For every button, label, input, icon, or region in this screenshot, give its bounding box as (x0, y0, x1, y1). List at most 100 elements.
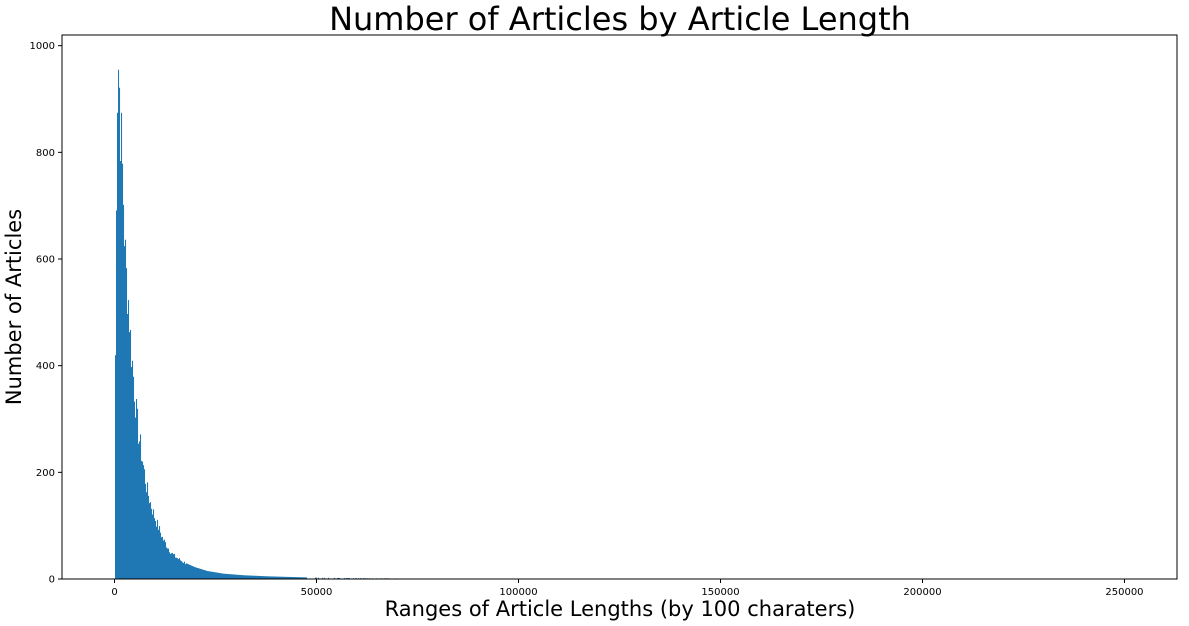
histogram-bar (236, 574, 238, 579)
histogram-bar (165, 542, 167, 579)
histogram-bar (153, 509, 155, 579)
histogram-bar (215, 572, 217, 579)
histogram-bar (297, 577, 299, 579)
histogram-bar (258, 575, 260, 579)
histogram-bar (322, 577, 324, 579)
histogram-bar (154, 518, 156, 579)
histogram-bar (276, 576, 278, 579)
histogram-bar (264, 576, 266, 579)
histogram-bar (118, 69, 120, 580)
histogram-bar (172, 552, 174, 579)
histogram-bar (181, 561, 183, 579)
histogram-bar (207, 571, 209, 579)
histogram-bar (130, 329, 132, 579)
histogram-bar (145, 483, 147, 579)
histogram-bar (133, 376, 135, 579)
histogram-bar (124, 246, 126, 579)
histogram-bar (240, 575, 242, 579)
histogram-bar (156, 526, 158, 579)
histogram-bar (220, 573, 222, 579)
histogram-bar (292, 577, 294, 579)
histogram-bar (155, 521, 157, 579)
histogram-bar (303, 577, 305, 579)
histogram-bar (305, 577, 307, 579)
histogram-bar (304, 577, 306, 579)
histogram-bar (254, 575, 256, 579)
histogram-bar (192, 566, 194, 579)
histogram-bar (147, 482, 149, 579)
histogram-bar (182, 562, 184, 579)
histogram-bar (212, 571, 214, 579)
histogram-bar (162, 536, 164, 579)
histogram-bar (180, 560, 182, 579)
histogram-bar (166, 547, 168, 579)
histogram-bar (286, 576, 288, 579)
histogram-bar (235, 574, 237, 579)
histogram-bar (131, 367, 133, 579)
histogram-bar (199, 568, 201, 579)
histogram-bar (242, 575, 244, 579)
histogram-bar (244, 575, 246, 579)
histogram-bar (267, 576, 269, 579)
histogram-bar (204, 570, 206, 579)
plot-frame (61, 34, 1178, 580)
histogram-bar (127, 313, 129, 579)
histogram-bar (157, 519, 159, 579)
histogram-bar (226, 573, 228, 579)
histogram-bar (306, 577, 308, 579)
histogram-bar (173, 554, 175, 579)
histogram-bar (169, 552, 171, 579)
histogram-bar (256, 575, 258, 579)
histogram-bar (194, 566, 196, 579)
histogram-bar (123, 204, 125, 579)
histogram-bar (126, 268, 128, 579)
y-axis-ticks: 0 200 400 600 800 1000 (30, 41, 62, 586)
histogram-bar (202, 569, 204, 579)
histogram-bar (171, 553, 173, 579)
histogram-bar (167, 548, 169, 579)
histogram-bar (328, 577, 330, 579)
y-tick-label: 1000 (30, 41, 55, 52)
histogram-bar (279, 576, 281, 579)
x-tick-label: 250000 (1105, 587, 1143, 598)
histogram-bar (174, 553, 176, 579)
histogram-bar (178, 559, 180, 579)
histogram-bar (122, 163, 124, 579)
histogram-bar (271, 576, 273, 579)
histogram-bar (230, 574, 232, 579)
histogram-bar (339, 577, 341, 579)
histogram-bar (231, 574, 233, 579)
histogram-bar (261, 576, 263, 579)
histogram-bar (209, 571, 211, 579)
histogram-bar (159, 525, 161, 579)
histogram-bar (132, 360, 134, 579)
histogram-bar (287, 576, 289, 579)
histogram-bar (315, 577, 317, 579)
histogram-bar (200, 568, 202, 579)
histogram-bar (290, 576, 292, 579)
histogram-bar (270, 576, 272, 579)
histogram-bar (134, 401, 136, 579)
histogram-bar (275, 576, 277, 579)
histogram-bar (205, 570, 207, 579)
histogram-bar (211, 571, 213, 579)
histogram-bar (139, 441, 141, 579)
x-axis-label: Ranges of Article Lengths (by 100 charat… (385, 597, 856, 621)
histogram-bar (318, 577, 320, 579)
histogram-bar (224, 573, 226, 579)
histogram-bar (203, 569, 205, 579)
histogram-bar (140, 434, 142, 579)
histogram-bar (227, 573, 229, 579)
histogram-bar (298, 577, 300, 579)
histogram-bar (120, 161, 122, 579)
histogram-bar (168, 548, 170, 579)
histogram-bar (228, 574, 230, 579)
chart-title: Number of Articles by Article Length (329, 0, 911, 38)
histogram-bar (170, 553, 172, 579)
histogram-bar (142, 461, 144, 579)
histogram-bar (225, 573, 227, 579)
histogram-bar (195, 567, 197, 579)
histogram-bar (251, 575, 253, 579)
histogram-bar (266, 576, 268, 579)
